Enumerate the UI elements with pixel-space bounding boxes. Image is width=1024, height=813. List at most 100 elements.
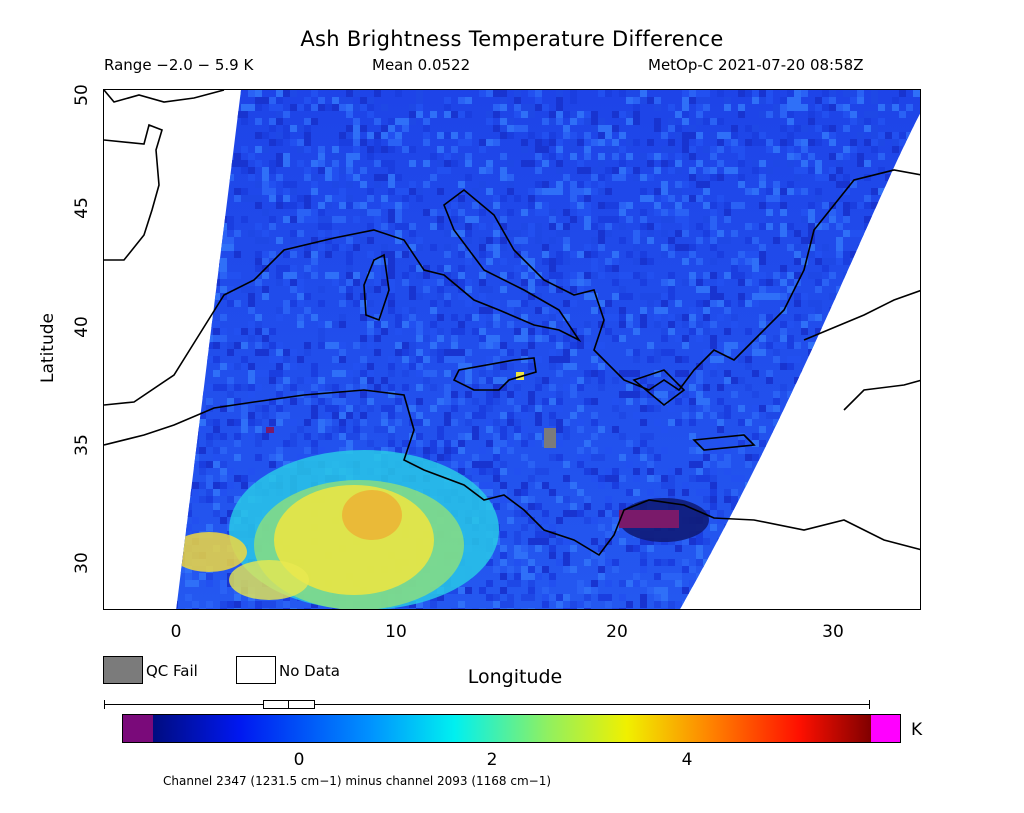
swath-pixel bbox=[780, 279, 787, 286]
swath-pixel bbox=[857, 328, 864, 335]
swath-pixel bbox=[451, 349, 458, 356]
swath-pixel bbox=[486, 391, 493, 398]
swath-pixel bbox=[304, 433, 311, 440]
swath-pixel bbox=[304, 125, 311, 132]
swath-pixel bbox=[906, 552, 913, 559]
swath-pixel bbox=[794, 538, 801, 545]
swath-pixel bbox=[857, 349, 864, 356]
swath-pixel bbox=[297, 160, 304, 167]
swath-pixel bbox=[521, 594, 528, 601]
swath-pixel bbox=[710, 146, 717, 153]
swath-pixel bbox=[507, 580, 514, 587]
swath-pixel bbox=[717, 594, 724, 601]
swath-pixel bbox=[892, 97, 899, 104]
swath-pixel bbox=[507, 160, 514, 167]
swath-pixel bbox=[591, 258, 598, 265]
swath-pixel bbox=[206, 195, 213, 202]
swath-pixel bbox=[892, 104, 899, 111]
swath-pixel bbox=[612, 251, 619, 258]
swath-pixel bbox=[759, 111, 766, 118]
swath-pixel bbox=[276, 153, 283, 160]
swath-pixel bbox=[521, 412, 528, 419]
swath-pixel bbox=[339, 433, 346, 440]
swath-pixel bbox=[794, 300, 801, 307]
swath-pixel bbox=[479, 293, 486, 300]
swath-pixel bbox=[402, 279, 409, 286]
swath-pixel bbox=[605, 90, 612, 97]
swath-pixel bbox=[710, 342, 717, 349]
swath-pixel bbox=[500, 286, 507, 293]
swath-pixel bbox=[668, 391, 675, 398]
swath-pixel bbox=[871, 328, 878, 335]
colorbar-tick-label: 4 bbox=[681, 750, 693, 770]
swath-pixel bbox=[192, 125, 199, 132]
swath-pixel bbox=[199, 573, 206, 580]
swath-pixel bbox=[311, 90, 318, 97]
swath-pixel bbox=[857, 545, 864, 552]
swath-pixel bbox=[878, 545, 885, 552]
swath-pixel bbox=[493, 342, 500, 349]
swath-pixel bbox=[836, 209, 843, 216]
swath-pixel bbox=[486, 559, 493, 566]
swath-pixel bbox=[794, 608, 801, 609]
swath-pixel bbox=[318, 426, 325, 433]
swath-pixel bbox=[878, 475, 885, 482]
swath-pixel bbox=[409, 265, 416, 272]
swath-pixel bbox=[185, 503, 192, 510]
swath-pixel bbox=[507, 594, 514, 601]
swath-pixel bbox=[220, 489, 227, 496]
swath-pixel bbox=[689, 475, 696, 482]
swath-pixel bbox=[388, 188, 395, 195]
swath-pixel bbox=[584, 440, 591, 447]
swath-pixel bbox=[668, 321, 675, 328]
swath-pixel bbox=[542, 335, 549, 342]
swath-pixel bbox=[696, 573, 703, 580]
swath-pixel bbox=[213, 111, 220, 118]
swath-pixel bbox=[290, 363, 297, 370]
swath-pixel bbox=[766, 489, 773, 496]
swath-pixel bbox=[276, 349, 283, 356]
y-tick-label: 35 bbox=[72, 434, 92, 456]
swath-pixel bbox=[542, 202, 549, 209]
swath-pixel bbox=[906, 188, 913, 195]
swath-pixel bbox=[556, 146, 563, 153]
swath-pixel bbox=[829, 258, 836, 265]
swath-pixel bbox=[507, 447, 514, 454]
swath-pixel bbox=[794, 174, 801, 181]
swath-pixel bbox=[164, 517, 171, 524]
swath-pixel bbox=[766, 279, 773, 286]
swath-pixel bbox=[689, 461, 696, 468]
swath-pixel bbox=[822, 356, 829, 363]
swath-pixel bbox=[878, 370, 885, 377]
swath-pixel bbox=[542, 587, 549, 594]
swath-pixel bbox=[899, 398, 906, 405]
swath-pixel bbox=[703, 314, 710, 321]
swath-pixel bbox=[822, 174, 829, 181]
swath-pixel bbox=[262, 433, 269, 440]
swath-pixel bbox=[619, 314, 626, 321]
swath-pixel bbox=[472, 468, 479, 475]
range-slider-handle[interactable] bbox=[263, 700, 315, 709]
swath-pixel bbox=[598, 188, 605, 195]
swath-pixel bbox=[479, 167, 486, 174]
swath-pixel bbox=[486, 342, 493, 349]
swath-pixel bbox=[829, 335, 836, 342]
swath-pixel bbox=[584, 251, 591, 258]
swath-pixel bbox=[465, 475, 472, 482]
swath-pixel bbox=[850, 349, 857, 356]
swath-pixel bbox=[696, 370, 703, 377]
swath-pixel bbox=[745, 384, 752, 391]
swath-pixel bbox=[759, 601, 766, 608]
swath-pixel bbox=[759, 286, 766, 293]
swath-pixel bbox=[339, 405, 346, 412]
swath-pixel bbox=[472, 398, 479, 405]
swath-pixel bbox=[815, 314, 822, 321]
swath-pixel bbox=[591, 538, 598, 545]
swath-pixel bbox=[493, 314, 500, 321]
swath-pixel bbox=[591, 587, 598, 594]
swath-pixel bbox=[395, 419, 402, 426]
swath-pixel bbox=[556, 454, 563, 461]
range-slider-track[interactable] bbox=[104, 704, 870, 705]
swath-pixel bbox=[871, 447, 878, 454]
swath-pixel bbox=[584, 496, 591, 503]
